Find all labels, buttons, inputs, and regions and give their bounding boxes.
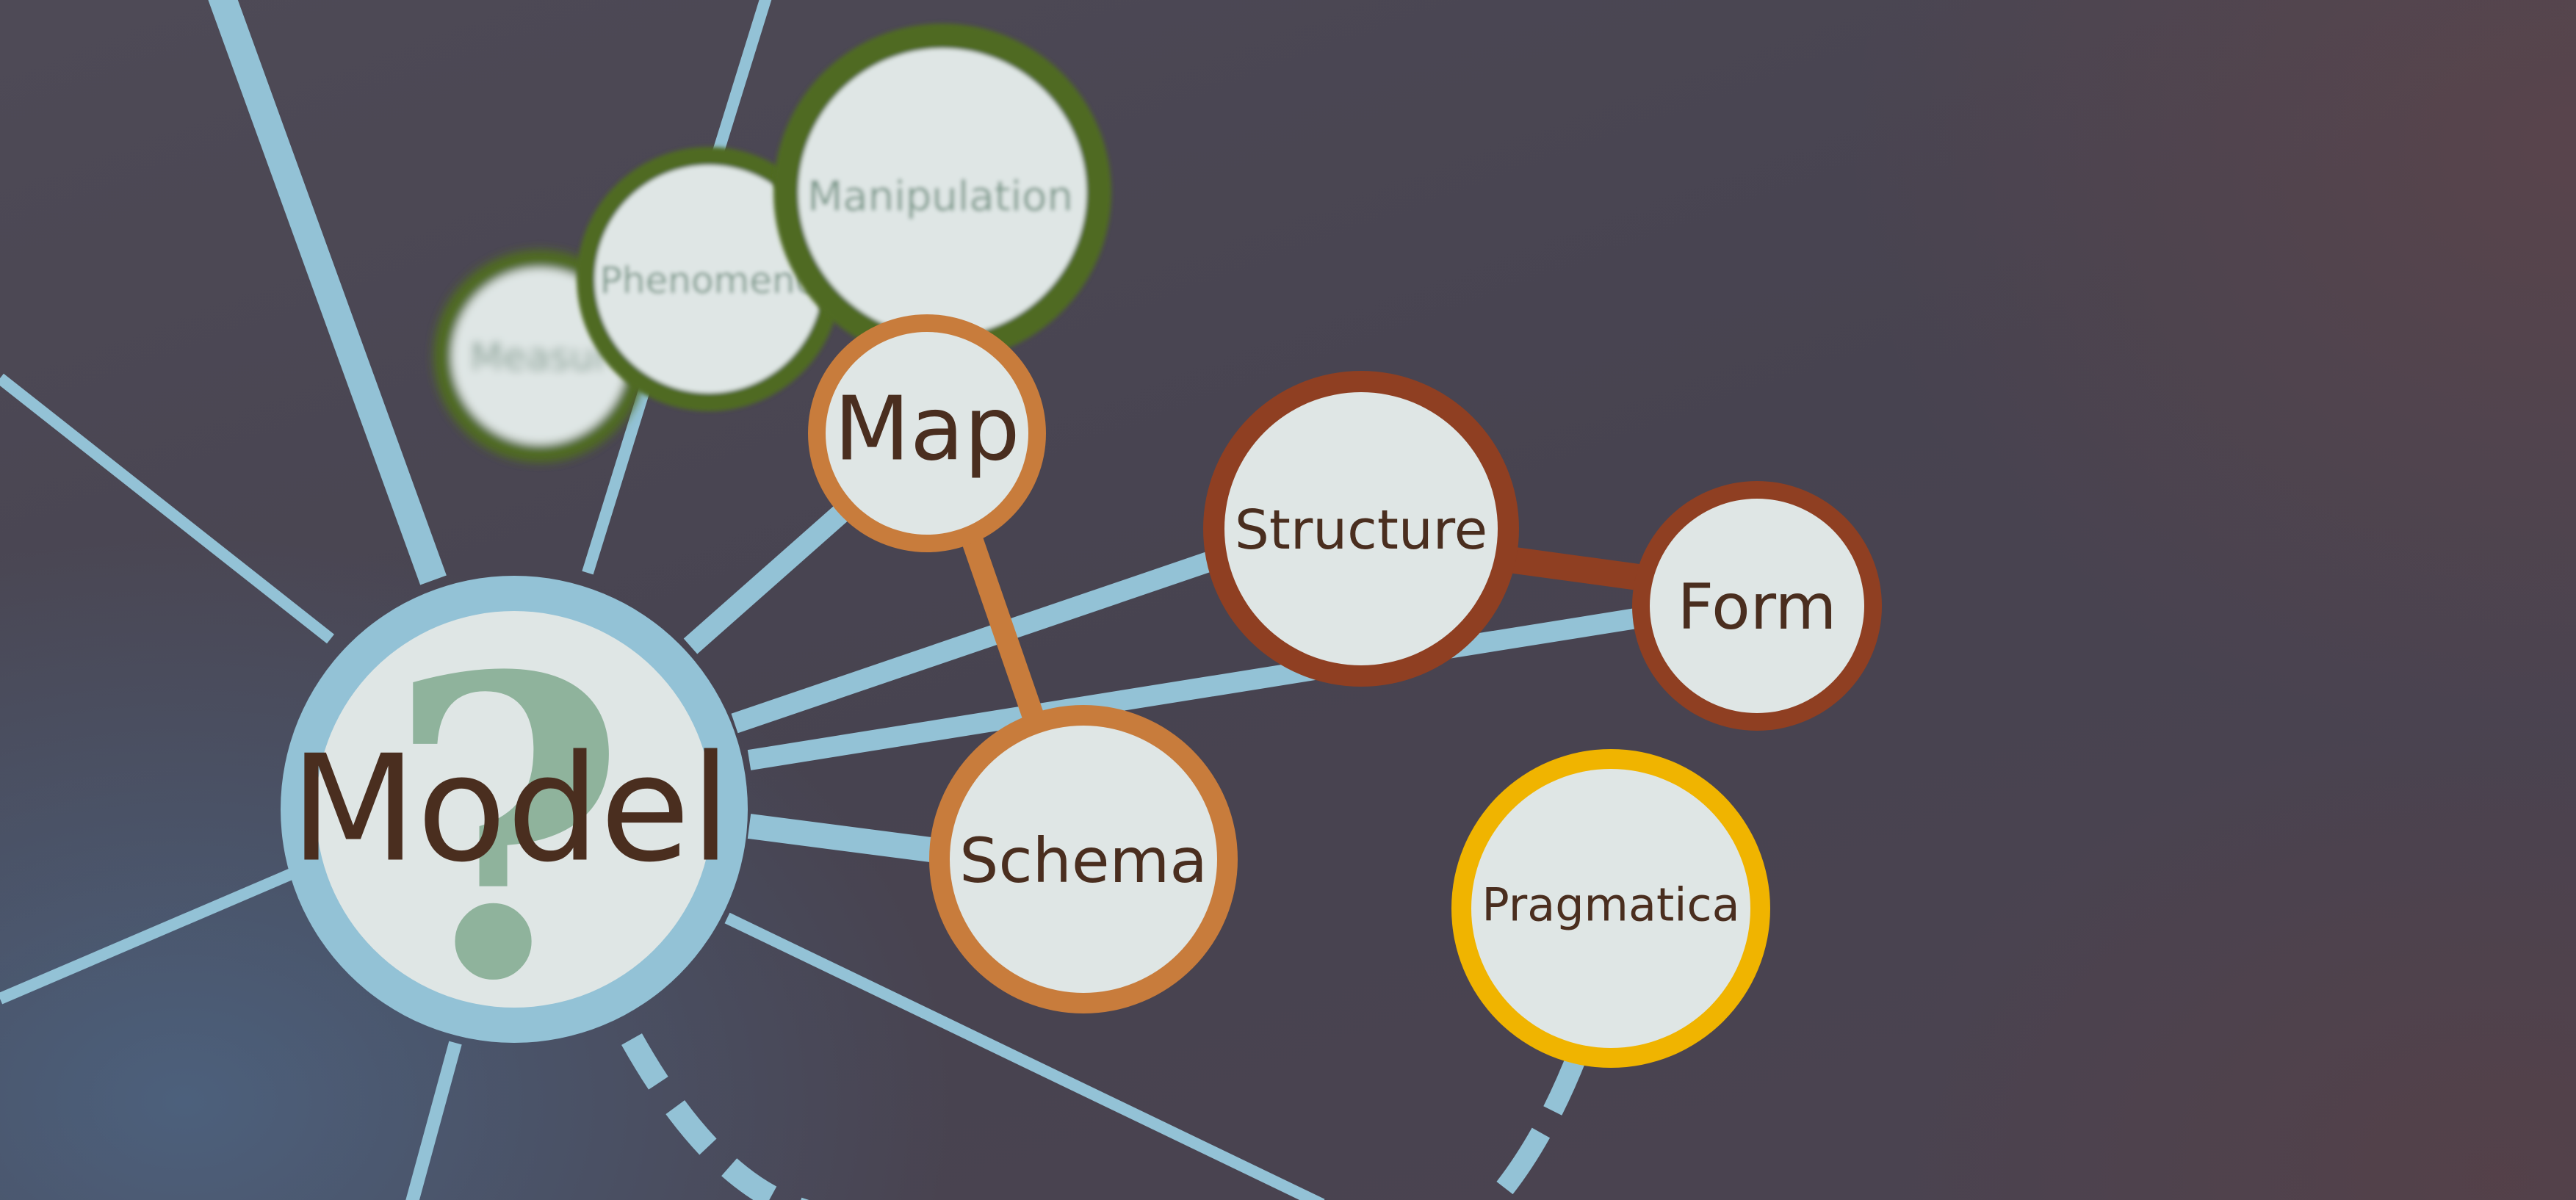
node-schema-label: Schema (959, 825, 1208, 897)
connector-structure-form (1496, 545, 1662, 593)
connector-map-schema (959, 529, 1047, 727)
node-manipulation[interactable]: Manipulation (773, 24, 1111, 361)
node-manipulation-label: Manipulation (807, 173, 1073, 221)
connectors (0, 0, 1648, 1200)
connector-left-lower (0, 861, 311, 1005)
node-measurement-label: Measur (470, 336, 610, 380)
connector-pragmatica-bottom (1483, 1046, 1590, 1200)
connector-model-bottom (405, 1041, 462, 1200)
connector-model-structure (731, 548, 1223, 734)
connector-dashed-arc (621, 1033, 809, 1200)
node-pragmatica[interactable]: Pragmatica (1451, 749, 1770, 1068)
node-model-label: Model (290, 724, 732, 895)
node-structure[interactable]: Structure (1203, 371, 1519, 687)
node-schema[interactable]: Schema (929, 705, 1238, 1013)
node-structure-label: Structure (1235, 499, 1487, 562)
question-mark-icon: ? (386, 588, 627, 1071)
node-map-label: Map (834, 379, 1020, 481)
connector-model-form (747, 607, 1648, 770)
node-form-label: Form (1678, 571, 1837, 644)
connector-left-upper (0, 373, 334, 644)
connector-model-schema (747, 814, 950, 864)
connector-model-bottom-right (724, 912, 1325, 1200)
node-model[interactable]: ? Model (281, 576, 748, 1071)
node-map[interactable]: Map (808, 314, 1046, 552)
connector-model-top (208, 0, 447, 585)
node-pragmatica-label: Pragmatica (1482, 878, 1739, 932)
node-phenomenon-label: Phenomeno (600, 259, 818, 302)
connector-model-map (683, 499, 856, 654)
node-form[interactable]: Form (1632, 481, 1882, 731)
